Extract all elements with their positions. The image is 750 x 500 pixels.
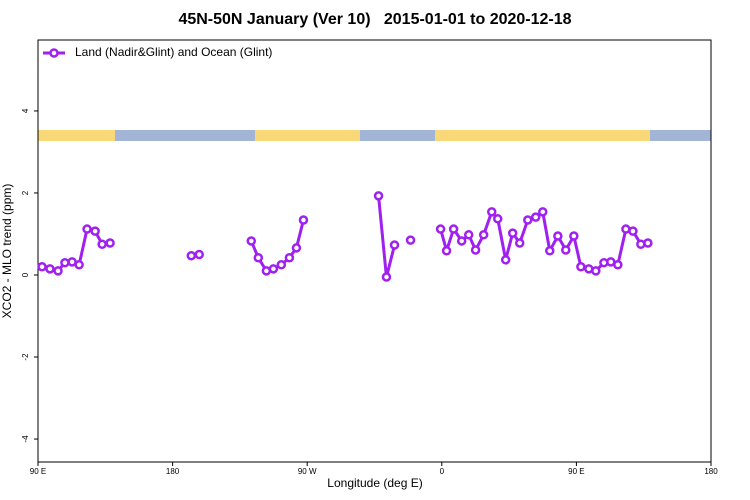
legend-marker	[49, 48, 59, 58]
point	[291, 243, 302, 253]
point	[613, 259, 623, 270]
point	[507, 228, 518, 238]
plot-frame	[37, 39, 712, 463]
point	[530, 212, 541, 222]
point	[514, 238, 525, 248]
point	[194, 249, 204, 260]
point	[628, 226, 638, 236]
point	[456, 236, 467, 246]
x-tick-label: 0	[440, 467, 445, 476]
y-axis-label: XCO2 - MLO trend (ppm)	[0, 184, 14, 319]
x-tick-label: 90 W	[298, 467, 317, 476]
point	[463, 230, 474, 240]
point	[576, 262, 586, 272]
point	[553, 231, 563, 241]
x-axis-label: Longitude (deg E)	[327, 476, 422, 490]
y-tick-label: 2	[21, 190, 30, 195]
point	[405, 235, 416, 245]
point	[60, 257, 70, 268]
point	[643, 238, 653, 248]
x-tick-label: 180	[704, 467, 718, 476]
point	[82, 224, 92, 234]
point	[186, 250, 197, 261]
point	[246, 236, 257, 246]
point	[561, 245, 571, 255]
x-tick-label: 180	[166, 467, 180, 476]
point	[268, 264, 279, 274]
point	[74, 259, 84, 270]
ocean-strip	[38, 130, 711, 141]
point	[373, 191, 384, 201]
y-tick-label: 4	[21, 108, 30, 113]
chart-title: 45N-50N January (Ver 10) 2015-01-01 to 2…	[178, 11, 571, 28]
point	[523, 215, 533, 225]
point	[487, 207, 497, 217]
land-strip	[255, 130, 360, 141]
point	[90, 226, 100, 236]
point	[389, 240, 400, 250]
point	[591, 266, 601, 276]
point	[441, 246, 452, 256]
point	[53, 266, 63, 276]
map-strip	[38, 130, 711, 141]
point	[538, 207, 548, 217]
point	[298, 215, 309, 225]
land-strip	[38, 130, 115, 141]
point	[470, 245, 481, 255]
point	[448, 224, 459, 234]
point	[276, 259, 287, 270]
point	[545, 246, 555, 256]
point	[253, 253, 264, 263]
point	[37, 262, 47, 272]
y-tick-label: 0	[21, 272, 30, 277]
point	[45, 264, 55, 274]
x-tick-label: 90 E	[568, 467, 584, 476]
point	[284, 253, 295, 263]
point	[500, 255, 511, 265]
point	[381, 272, 392, 282]
y-tick-label: -4	[21, 435, 30, 443]
point	[105, 238, 115, 248]
x-tick-label: 90 E	[30, 467, 46, 476]
point	[478, 230, 489, 240]
legend-label: Land (Nadir&Glint) and Ocean (Glint)	[75, 45, 272, 59]
point	[492, 214, 503, 224]
point	[569, 231, 579, 241]
point	[435, 224, 446, 234]
land-strip	[435, 130, 650, 141]
y-tick-label: -2	[21, 353, 30, 361]
point	[97, 239, 107, 249]
